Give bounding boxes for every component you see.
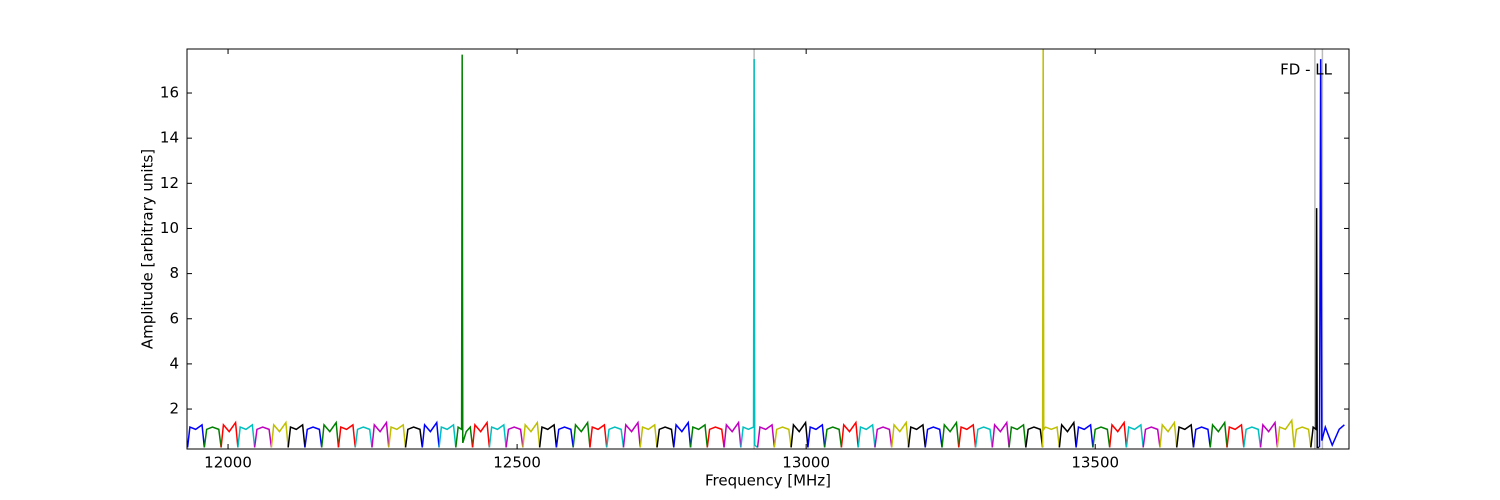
spectrum-line: [790, 420, 809, 448]
x-tick-label: 12500: [493, 454, 541, 472]
x-tick-label: 13500: [1071, 454, 1119, 472]
spectrum-line: [605, 426, 625, 448]
spectrum-line: [187, 423, 206, 448]
y-tick-label: 16: [160, 84, 179, 102]
spectrum-line: [253, 426, 273, 448]
spectrum-line: [270, 420, 289, 448]
spectrum-line: [1092, 426, 1111, 448]
y-tick-label: 10: [160, 219, 179, 237]
y-tick-label: 8: [169, 264, 179, 282]
spectrum-line: [320, 420, 340, 448]
axes-frame: [186, 48, 1350, 450]
spectrum-line: [991, 420, 1010, 448]
spectrum-line: [924, 426, 943, 448]
spectrum-line: [639, 423, 658, 448]
spectrum-line: [1310, 208, 1319, 449]
spectrum-line: [840, 420, 859, 448]
spectrum-line: [1142, 426, 1161, 448]
spectrum-line: [1159, 420, 1178, 448]
spectrum-line: [1108, 420, 1128, 448]
spectrum-line: [907, 423, 926, 448]
spectrum-line: [538, 423, 558, 448]
spectrum-line: [890, 420, 910, 448]
spectrum-line: [488, 423, 507, 448]
spectrum-line: [404, 426, 424, 448]
y-tick-label: 2: [169, 400, 179, 418]
spectrum-line: [1192, 426, 1211, 448]
spectrum-line: [958, 423, 977, 448]
spectrum-line: [287, 423, 306, 448]
spectrum-line: [371, 420, 390, 448]
spectrum-line: [823, 426, 843, 448]
spectrum-line: [1293, 426, 1312, 448]
spectrum-line: [1209, 420, 1228, 448]
spectrum-line: [220, 420, 239, 448]
spectrum-line: [438, 423, 457, 448]
spectrum-line: [622, 420, 641, 448]
y-tick-label: 12: [160, 174, 179, 192]
spectrum-line: [589, 423, 608, 448]
spectrum-line: [807, 423, 826, 448]
spectrum-line: [706, 426, 725, 448]
y-tick-label: 6: [169, 309, 179, 327]
y-axis-label: Amplitude [arbitrary units]: [139, 149, 157, 349]
spectrum-line: [1008, 423, 1027, 448]
plot-area: [187, 49, 1345, 449]
x-tick-label: 12000: [204, 454, 252, 472]
spectrum-line: [1318, 59, 1345, 448]
spectrum-line: [1243, 426, 1262, 448]
spectrum-line: [237, 423, 256, 448]
spectrum-line: [522, 420, 541, 448]
spectrum-line: [203, 426, 222, 448]
spectrum-line: [1025, 426, 1044, 448]
spectrum-line: [740, 59, 759, 449]
x-tick-label: 13000: [782, 454, 830, 472]
spectrum-line: [874, 426, 893, 448]
spectrum-line: [304, 426, 323, 448]
spectrum-line: [1175, 423, 1195, 448]
spectrum-line: [471, 420, 491, 448]
annotation: FD - LL: [1280, 61, 1332, 79]
spectrum-line: [974, 426, 994, 448]
spectrum-line: [337, 423, 356, 448]
spectrum-line: [723, 420, 742, 448]
spectrum-line: [421, 420, 440, 448]
spectrum-line: [572, 420, 591, 448]
spectrum-line: [941, 420, 960, 448]
spectrum-line: [1226, 423, 1245, 448]
spectrum-line: [1058, 420, 1077, 448]
spectrum-line: [455, 54, 474, 448]
spectrum-line: [505, 426, 524, 448]
spectrum-line: [673, 420, 692, 448]
spectrum-line: [773, 426, 792, 448]
y-tick-label: 4: [169, 354, 179, 372]
y-tick-label: 14: [160, 129, 179, 147]
spectrum-line: [1276, 418, 1295, 448]
spectrum-line: [1259, 420, 1279, 448]
spectrum-line: [1125, 423, 1144, 448]
spectrum-line: [354, 426, 373, 448]
spectrum-line: [1075, 423, 1094, 448]
spectrum-line: [857, 423, 876, 448]
spectrum-line: [555, 426, 574, 448]
spectrum-line: [756, 423, 776, 448]
spectrum-line: [656, 426, 675, 448]
x-axis-label: Frequency [MHz]: [705, 472, 831, 490]
spectrum-line: [689, 423, 709, 448]
spectrum-line: [1041, 49, 1061, 448]
spectrum-line: [388, 423, 407, 448]
